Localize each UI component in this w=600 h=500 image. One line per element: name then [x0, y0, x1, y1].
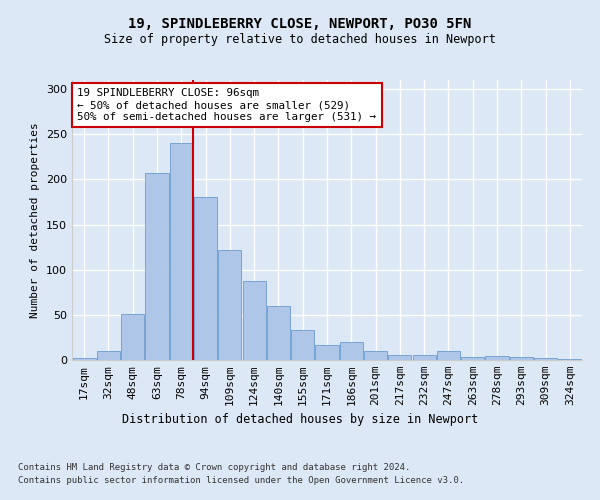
Bar: [242, 280, 266, 360]
Bar: [559, 359, 581, 360]
Text: Distribution of detached houses by size in Newport: Distribution of detached houses by size …: [122, 412, 478, 426]
Bar: [97, 351, 120, 360]
Bar: [437, 351, 460, 360]
Bar: [194, 196, 217, 360]
Text: Contains public sector information licensed under the Open Government Licence v3: Contains public sector information licen…: [18, 476, 464, 485]
Bar: [291, 330, 314, 360]
Bar: [413, 354, 436, 360]
Y-axis label: Number of detached properties: Number of detached properties: [31, 122, 40, 318]
Bar: [145, 173, 169, 360]
Bar: [316, 344, 338, 360]
Bar: [534, 358, 557, 360]
Bar: [461, 358, 484, 360]
Text: 19 SPINDLEBERRY CLOSE: 96sqm
← 50% of detached houses are smaller (529)
50% of s: 19 SPINDLEBERRY CLOSE: 96sqm ← 50% of de…: [77, 88, 376, 122]
Bar: [218, 250, 241, 360]
Text: Size of property relative to detached houses in Newport: Size of property relative to detached ho…: [104, 32, 496, 46]
Bar: [340, 342, 363, 360]
Bar: [510, 358, 533, 360]
Bar: [121, 314, 144, 360]
Bar: [170, 143, 193, 360]
Text: 19, SPINDLEBERRY CLOSE, NEWPORT, PO30 5FN: 19, SPINDLEBERRY CLOSE, NEWPORT, PO30 5F…: [128, 18, 472, 32]
Bar: [485, 356, 509, 360]
Text: Contains HM Land Registry data © Crown copyright and database right 2024.: Contains HM Land Registry data © Crown c…: [18, 462, 410, 471]
Bar: [267, 306, 290, 360]
Bar: [364, 351, 387, 360]
Bar: [73, 358, 95, 360]
Bar: [388, 356, 412, 360]
